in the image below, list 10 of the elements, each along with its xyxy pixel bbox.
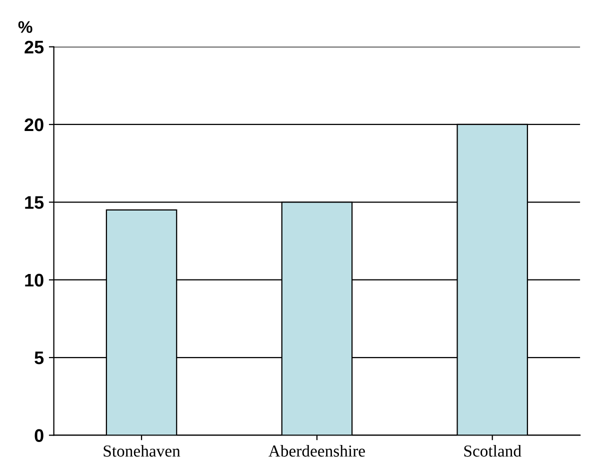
y-tick-label: 20: [24, 118, 44, 132]
y-tick-label: 15: [25, 196, 44, 209]
y-tick-label: 10: [25, 274, 44, 287]
y-axis-title: %: [18, 21, 32, 33]
x-tick-label: Scotland: [464, 444, 522, 457]
y-tick-label: 25: [24, 40, 44, 54]
y-tick-label: 0: [34, 429, 44, 442]
x-tick-label: Stonehaven: [104, 444, 180, 457]
y-tick-label: 5: [34, 352, 44, 364]
x-tick-label: Aberdeenshire: [268, 444, 365, 457]
